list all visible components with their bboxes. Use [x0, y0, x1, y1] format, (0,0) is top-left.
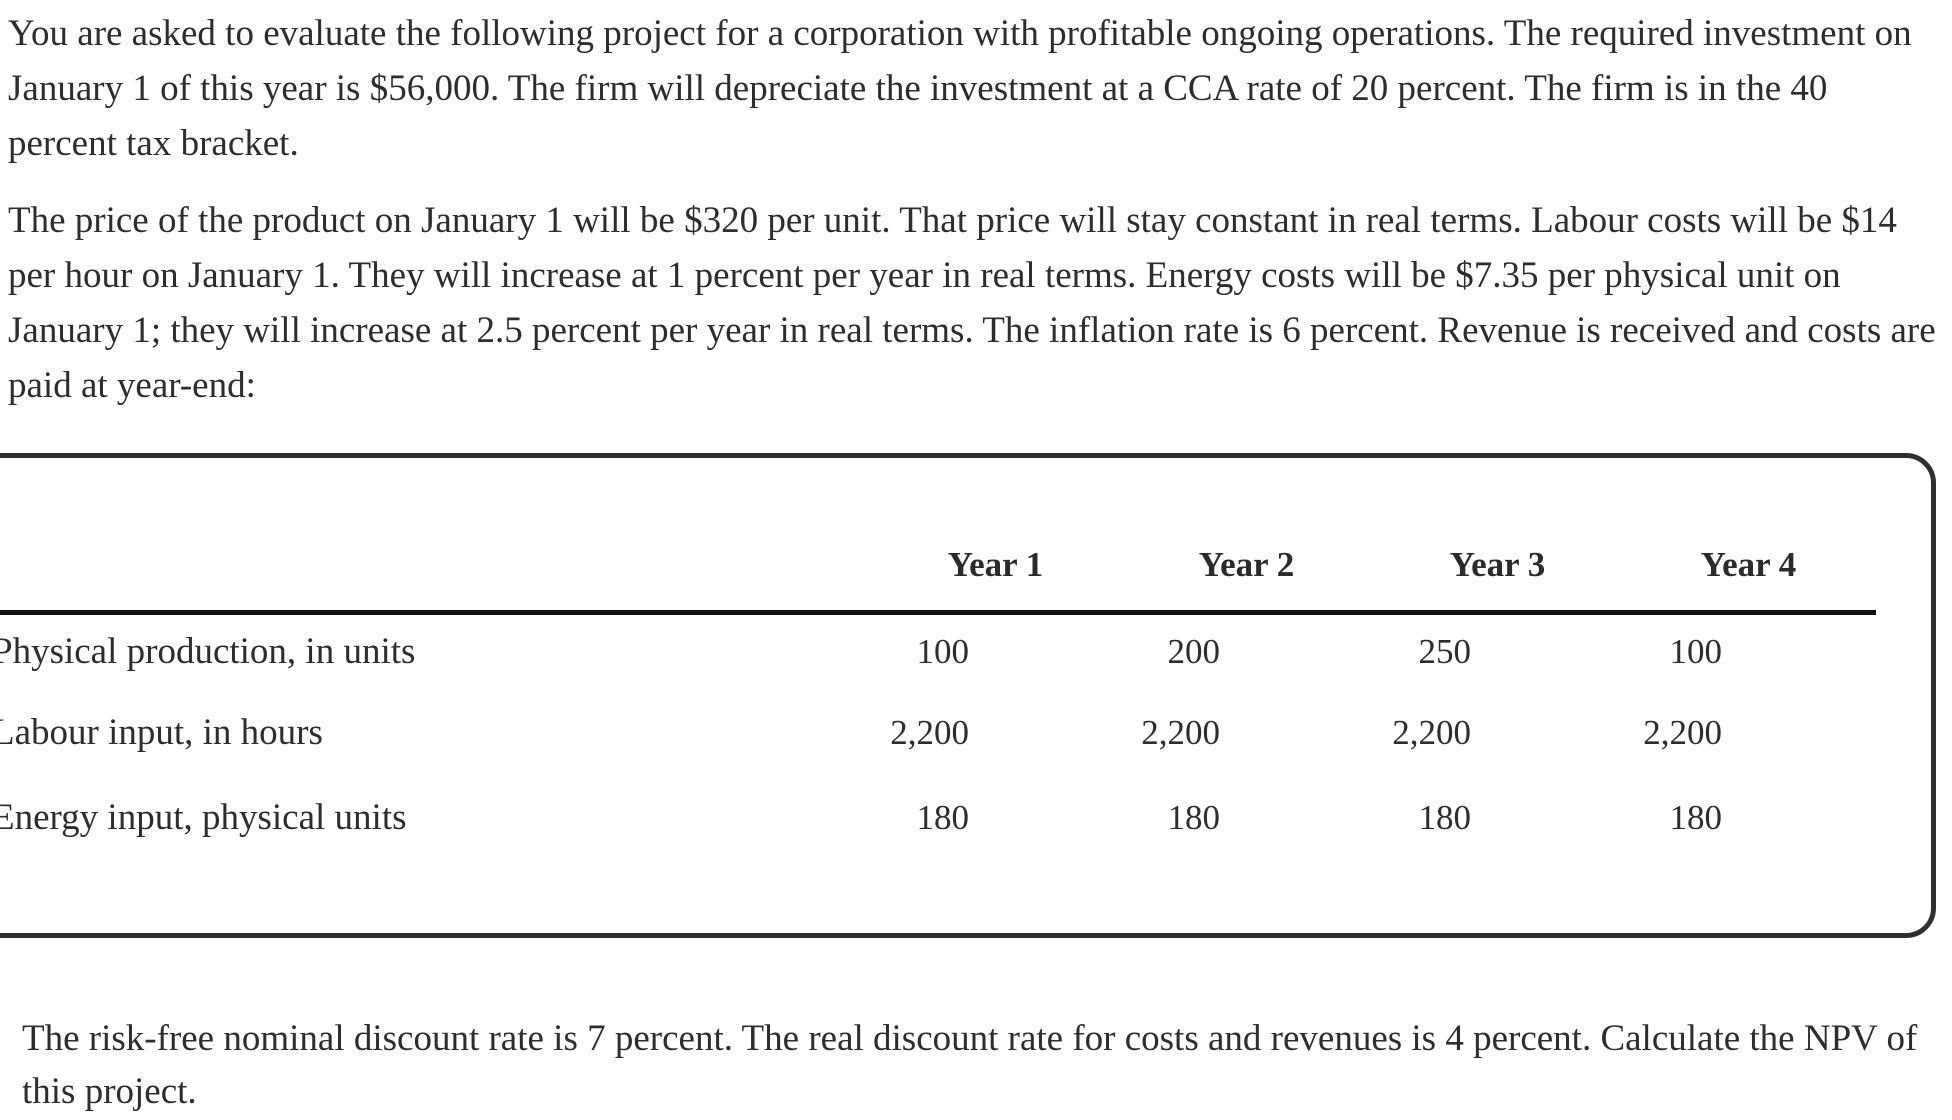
- row-label: Energy input, physical units: [0, 797, 407, 838]
- table-row-labour-input: Labour input, in hours 2,200 2,200 2,200…: [0, 713, 1931, 753]
- cell-value: 180: [916, 798, 970, 837]
- table-row-energy-input: Energy input, physical units 180 180 180…: [0, 798, 1931, 838]
- cell-value: 2,200: [1392, 713, 1471, 752]
- column-header-year-1: Year 1: [947, 545, 1044, 584]
- table-row-physical-production: Physical production, in units 100 200 25…: [0, 632, 1931, 672]
- problem-statement-paragraph: You are asked to evaluate the following …: [8, 13, 1912, 164]
- question-paragraph: The risk-free nominal discount rate is 7…: [22, 1018, 1918, 1112]
- cell-value: 180: [1669, 798, 1723, 837]
- cell-value: 180: [1418, 798, 1472, 837]
- row-label: Physical production, in units: [0, 631, 416, 672]
- cost-assumptions-paragraph: The price of the product on January 1 wi…: [8, 200, 1936, 406]
- cell-value: 2,200: [1643, 713, 1722, 752]
- column-header-year-4: Year 4: [1700, 545, 1797, 584]
- cell-value: 250: [1418, 632, 1472, 671]
- cell-value: 200: [1167, 632, 1221, 671]
- cell-value: 2,200: [890, 713, 969, 752]
- column-header-year-2: Year 2: [1198, 545, 1295, 584]
- table-header-spacer: [0, 545, 870, 585]
- row-label: Labour input, in hours: [0, 712, 323, 753]
- cell-value: 2,200: [1141, 713, 1220, 752]
- cell-value: 100: [1669, 632, 1723, 671]
- table-header-row: Year 1 Year 2 Year 3 Year 4: [0, 545, 1931, 585]
- production-table: Year 1 Year 2 Year 3 Year 4 Physical pro…: [0, 453, 1936, 938]
- header-rule: [0, 610, 1876, 615]
- cell-value: 100: [916, 632, 970, 671]
- column-header-year-3: Year 3: [1449, 545, 1546, 584]
- cell-value: 180: [1167, 798, 1221, 837]
